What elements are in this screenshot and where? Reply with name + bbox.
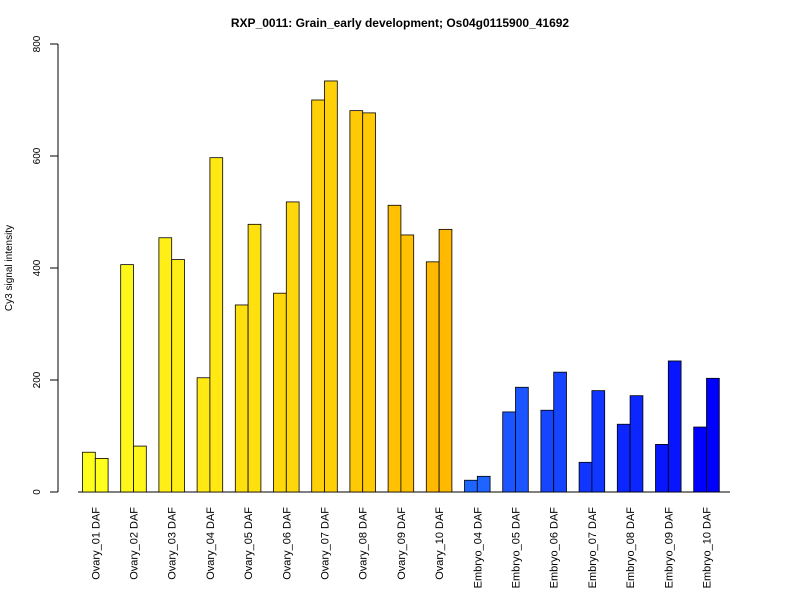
y-tick-label: 200 bbox=[32, 371, 43, 388]
bar-12-1 bbox=[502, 411, 516, 493]
category-label: Embryo_08 DAF bbox=[625, 507, 637, 589]
category-label: Ovary_06 DAF bbox=[281, 507, 293, 580]
bar-16-1 bbox=[655, 443, 669, 493]
bar-4-1 bbox=[196, 377, 211, 493]
category-label: Ovary_05 DAF bbox=[243, 507, 255, 580]
bar-9-2 bbox=[400, 234, 415, 493]
bar-5-2 bbox=[247, 223, 262, 493]
bar-9-1 bbox=[387, 204, 402, 493]
bar-1-1 bbox=[82, 451, 96, 493]
bars-group bbox=[82, 80, 720, 493]
category-label: Ovary_04 DAF bbox=[205, 507, 217, 580]
bar-15-1 bbox=[616, 423, 631, 493]
y-ticks-group: 0 200 400 600 800 bbox=[32, 35, 58, 495]
bar-12-2 bbox=[515, 386, 529, 493]
bar-17-1 bbox=[693, 426, 707, 493]
category-label: Embryo_10 DAF bbox=[702, 507, 714, 589]
category-label: Embryo_07 DAF bbox=[587, 507, 599, 589]
category-label: Ovary_02 DAF bbox=[129, 507, 141, 580]
bar-2-2 bbox=[133, 445, 147, 493]
bar-6-1 bbox=[273, 292, 287, 493]
bar-11-1 bbox=[464, 479, 478, 493]
y-tick-label: 0 bbox=[32, 489, 43, 495]
category-label: Ovary_01 DAF bbox=[90, 507, 102, 580]
y-tick-label: 800 bbox=[32, 35, 43, 52]
bar-11-2 bbox=[476, 475, 491, 493]
bar-8-1 bbox=[349, 110, 364, 493]
bar-5-1 bbox=[234, 304, 249, 493]
bar-15-2 bbox=[629, 395, 644, 493]
y-axis-label: Cy3 signal intensity bbox=[4, 225, 15, 311]
bar-10-2 bbox=[438, 228, 453, 493]
category-labels-group: Ovary_01 DAF Ovary_02 DAF Ovary_03 DAF Ovar… bbox=[90, 507, 713, 589]
bar-13-1 bbox=[540, 409, 555, 493]
bar-14-2 bbox=[591, 390, 606, 493]
bar-1-2 bbox=[94, 457, 109, 493]
y-tick-label: 400 bbox=[32, 259, 43, 276]
bar-10-1 bbox=[425, 261, 440, 493]
category-label: Ovary_07 DAF bbox=[320, 507, 332, 580]
bar-8-2 bbox=[362, 112, 376, 493]
bar-6-2 bbox=[285, 201, 300, 493]
category-label: Embryo_05 DAF bbox=[511, 507, 523, 589]
category-label: Embryo_09 DAF bbox=[663, 507, 675, 589]
bar-2-1 bbox=[120, 264, 134, 493]
bar-16-2 bbox=[667, 360, 682, 493]
category-label: Ovary_09 DAF bbox=[396, 507, 408, 580]
bar-3-1 bbox=[158, 237, 173, 493]
bar-13-2 bbox=[553, 371, 567, 493]
bar-3-2 bbox=[171, 259, 185, 493]
category-label: Ovary_03 DAF bbox=[167, 507, 179, 580]
bar-7-2 bbox=[324, 80, 338, 493]
category-label: Ovary_08 DAF bbox=[358, 507, 370, 580]
bar-17-2 bbox=[706, 377, 720, 493]
chart-title: RXP_0011: Grain_early development; Os04g… bbox=[231, 16, 570, 30]
category-label: Embryo_04 DAF bbox=[472, 507, 484, 589]
bar-7-1 bbox=[311, 99, 325, 493]
bar-14-1 bbox=[578, 461, 593, 493]
category-label: Embryo_06 DAF bbox=[549, 507, 561, 589]
category-label: Ovary_10 DAF bbox=[434, 507, 446, 580]
bar-4-2 bbox=[209, 157, 224, 493]
y-tick-label: 600 bbox=[32, 147, 43, 164]
